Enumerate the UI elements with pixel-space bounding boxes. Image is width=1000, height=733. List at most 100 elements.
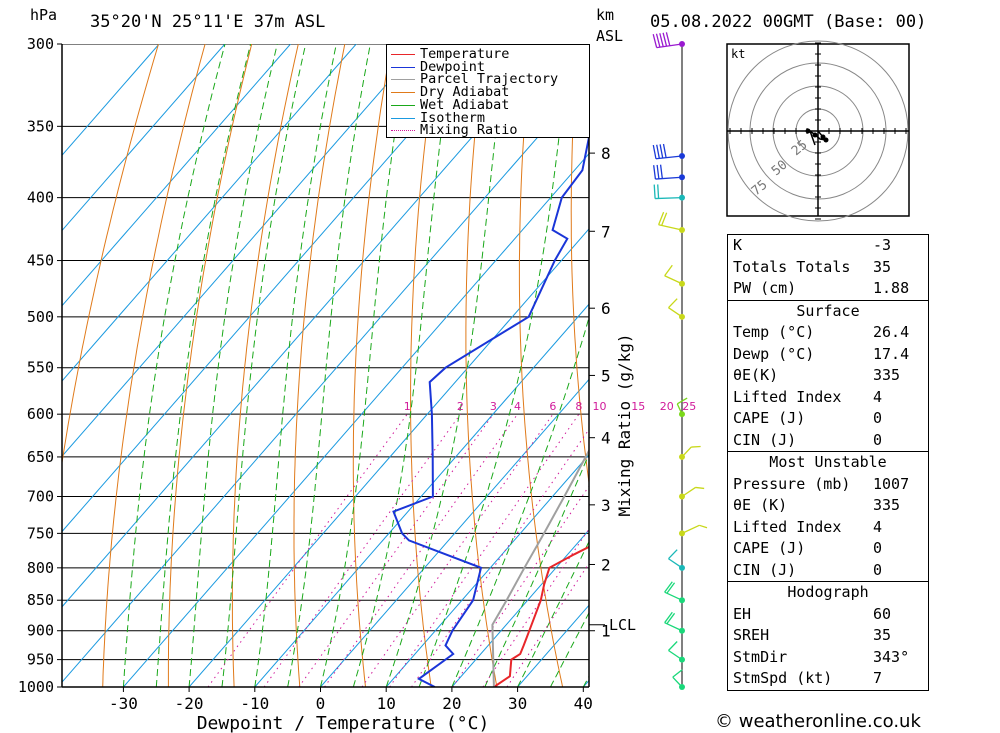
wind-barb-flag <box>657 184 660 199</box>
x-axis-title: Dewpoint / Temperature (°C) <box>197 713 490 733</box>
isotherm-line <box>62 44 423 458</box>
index-row: StmSpd (kt) 7 <box>728 668 928 690</box>
wind-barb-flag <box>652 144 657 159</box>
height-tick-label: 8 <box>601 144 611 163</box>
index-value: 335 <box>873 496 901 514</box>
wind-barb-flag <box>661 212 668 226</box>
index-value: 0 <box>873 560 883 579</box>
index-value: 1.88 <box>873 279 910 297</box>
wind-barb <box>658 211 685 234</box>
legend-item: Parcel Trajectory <box>387 73 587 86</box>
index-row: CIN (J) 0 <box>728 430 928 452</box>
mixing-ratio-label: 10 <box>593 400 607 413</box>
wet-adiabat-line <box>418 44 571 687</box>
isotherm-line <box>320 378 589 687</box>
index-label: CIN (J) <box>733 430 797 449</box>
dry-adiabat-line <box>352 44 392 687</box>
wind-level-dot <box>679 684 685 690</box>
wind-barb-shaft <box>655 196 683 200</box>
mixing-ratio-line <box>263 413 461 687</box>
wind-barb-flag <box>662 32 668 47</box>
wind-barb-shaft <box>658 224 683 231</box>
wind-barb <box>652 32 685 49</box>
legend-item: Mixing Ratio <box>387 122 587 139</box>
pressure-tick-label: 750 <box>27 524 54 542</box>
temperature-tick-label: -30 <box>109 694 138 713</box>
wind-barb-flag <box>666 582 676 594</box>
legend-label: Temperature <box>420 46 510 62</box>
wind-barb-flag <box>653 184 656 199</box>
hodograph-point <box>823 137 829 143</box>
wind-barb <box>653 184 685 201</box>
index-value: 343° <box>873 647 910 666</box>
temperature-tick-label: 30 <box>508 694 527 713</box>
dry-adiabat-line <box>231 44 299 687</box>
isotherm-line <box>123 152 589 687</box>
wind-level-dot <box>679 313 685 320</box>
wind-level-dot <box>679 493 685 500</box>
index-row: K -3 <box>728 235 928 257</box>
pressure-tick-label: 350 <box>27 117 54 135</box>
pressure-tick-label: 600 <box>27 405 54 423</box>
legend-label: Wet Adiabat <box>420 96 510 113</box>
wet-adiabat-line <box>155 44 252 687</box>
wet-adiabat-line <box>385 44 507 687</box>
wind-barb-flag <box>655 33 661 48</box>
wind-barb-flag <box>668 549 678 560</box>
index-row: StmDir 343° <box>728 647 928 669</box>
wind-barb-flag <box>699 524 708 529</box>
wind-barb <box>679 524 708 537</box>
temperature-tick-label: 40 <box>574 694 593 713</box>
legend-label: Mixing Ratio <box>420 122 518 139</box>
isotherm-line <box>62 77 589 683</box>
legend-item: Temperature <box>387 46 587 62</box>
wind-barb-flag <box>672 669 683 678</box>
hodograph-indices-section: Hodograph EH 60 SREH 35 StmDir 343° StmSpd (kt)… <box>728 581 928 690</box>
index-value: 4 <box>873 387 883 406</box>
wind-barb-flag <box>691 445 701 448</box>
hpa-label: hPa <box>30 6 58 24</box>
mixing-ratio-axis-title: Mixing Ratio (g/kg) <box>615 333 634 516</box>
asl-label: ASL <box>596 27 624 45</box>
isotherm-line <box>188 228 589 687</box>
index-value: 1007 <box>873 474 910 493</box>
wet-adiabat-line <box>287 44 371 687</box>
temperature-series <box>493 545 589 687</box>
wind-barb <box>672 669 685 690</box>
wet-adiabat-line <box>320 44 410 687</box>
index-value: 0 <box>873 409 883 427</box>
index-label: CAPE (J) <box>733 409 806 427</box>
index-label: Pressure (mb) <box>733 474 851 493</box>
temperature-tick-label: 0 <box>316 694 326 713</box>
mixing-ratio-line <box>324 413 518 687</box>
legend-label: Parcel Trajectory <box>420 71 559 88</box>
wind-level-dot <box>679 153 685 160</box>
dry-adiabat-line <box>167 44 253 687</box>
legend-swatch <box>391 130 415 132</box>
index-row: Pressure (mb) 1007 <box>728 474 928 496</box>
index-value: 17.4 <box>873 344 910 363</box>
legend-swatch <box>391 66 415 68</box>
indices-table: K -3 Totals Totals 35 PW (cm) 1.88 Surface Temp… <box>727 234 929 691</box>
height-tick-label: 7 <box>601 222 611 241</box>
index-label: PW (cm) <box>733 279 797 297</box>
index-row: CAPE (J) 0 <box>728 408 928 430</box>
wind-barb-flag <box>662 143 667 158</box>
legend-swatch <box>391 117 415 119</box>
index-label: Temp (°C) <box>733 323 815 341</box>
height-tick-label: 3 <box>601 496 611 515</box>
pressure-tick-label: 800 <box>27 559 54 577</box>
chart-legend: Temperature Dewpoint Parcel Trajectory Dry … <box>386 44 590 138</box>
wind-barb <box>679 445 701 460</box>
pressure-tick-label: 650 <box>27 448 54 466</box>
pressure-tick-label: 700 <box>27 488 54 506</box>
wind-barb-flag <box>668 641 678 651</box>
mixing-ratio-label: 20 <box>660 400 674 413</box>
wind-barb-shaft <box>681 524 700 534</box>
location-title: 35°20'N 25°11'E 37m ASL <box>90 12 326 32</box>
index-row: CAPE (J) 0 <box>728 538 928 560</box>
pressure-tick-label: 550 <box>27 359 54 377</box>
isotherm-line <box>254 303 589 687</box>
hodograph-point <box>812 132 818 138</box>
